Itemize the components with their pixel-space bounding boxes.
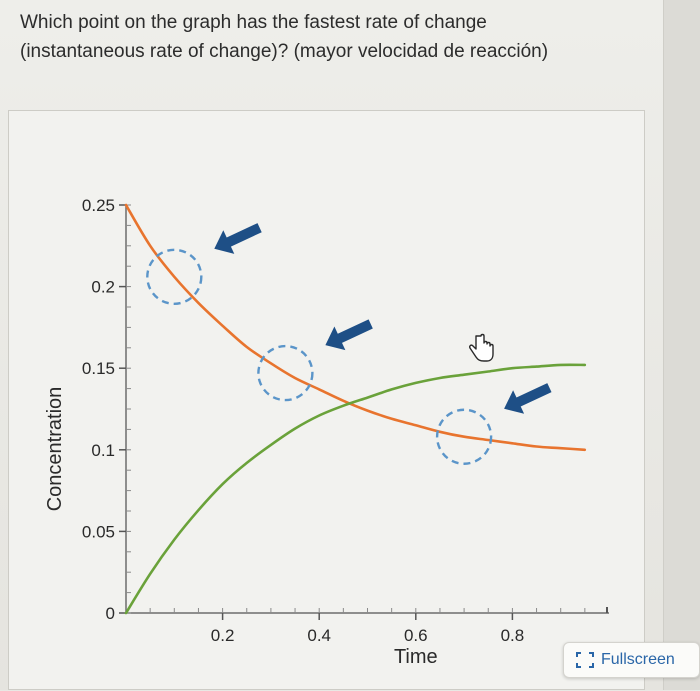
x-tick-label: 0.2: [211, 626, 235, 645]
chart-labels: 0 0.05 0.1 0.15 0.2 0.25 0.2 0.4 0.6 0.8 Time Conce…: [44, 196, 524, 668]
chart-minor-ticks: [126, 204, 586, 614]
x-tick-label: 0.8: [501, 626, 525, 645]
chart-axes: [119, 204, 609, 620]
y-tick-label: 0.15: [82, 359, 115, 378]
fullscreen-icon: [576, 652, 594, 668]
series-line-reactant: [124, 203, 587, 452]
highlight-circle[interactable]: [435, 408, 493, 465]
y-tick-label: 0.1: [91, 441, 115, 460]
arrow-shape: [214, 223, 262, 254]
y-tick-label: 0.05: [82, 522, 115, 541]
graph-panel: 0 0.05 0.1 0.15 0.2 0.25 0.2 0.4 0.6 0.8 Time Conce…: [8, 110, 645, 690]
question-text: Which point on the graph has the fastest…: [20, 8, 660, 66]
y-axis-title: Concentration: [44, 387, 66, 512]
arrow-icon: [325, 319, 373, 351]
hand-pointer-icon: [469, 333, 494, 362]
x-tick-label: 0.6: [404, 626, 428, 645]
chart-series: [124, 203, 587, 615]
arrow-icon: [214, 223, 262, 254]
x-axis-title: Time: [394, 646, 438, 668]
scrollbar-track[interactable]: [663, 0, 700, 690]
y-tick-label: 0.2: [91, 278, 115, 297]
y-tick-label: 0.25: [82, 196, 115, 215]
arrow-shape: [504, 383, 552, 414]
series-line-product: [124, 363, 587, 615]
fullscreen-label: Fullscreen: [601, 651, 675, 668]
y-tick-label: 0: [106, 604, 115, 623]
question-line-2: (instantaneous rate of change)? (mayor v…: [20, 41, 549, 62]
arrow-shape: [325, 319, 373, 351]
x-tick-label: 0.4: [307, 626, 331, 645]
chart-arrows: [214, 223, 552, 414]
concentration-time-chart: 0 0.05 0.1 0.15 0.2 0.25 0.2 0.4 0.6 0.8 Time Conce…: [44, 196, 609, 668]
chart-highlight-circles[interactable]: [146, 248, 493, 465]
highlight-circle[interactable]: [257, 344, 314, 402]
fullscreen-button[interactable]: Fullscreen: [563, 642, 700, 678]
highlight-circle[interactable]: [146, 248, 203, 306]
question-line-1: Which point on the graph has the fastest…: [20, 12, 487, 33]
arrow-icon: [504, 383, 552, 414]
